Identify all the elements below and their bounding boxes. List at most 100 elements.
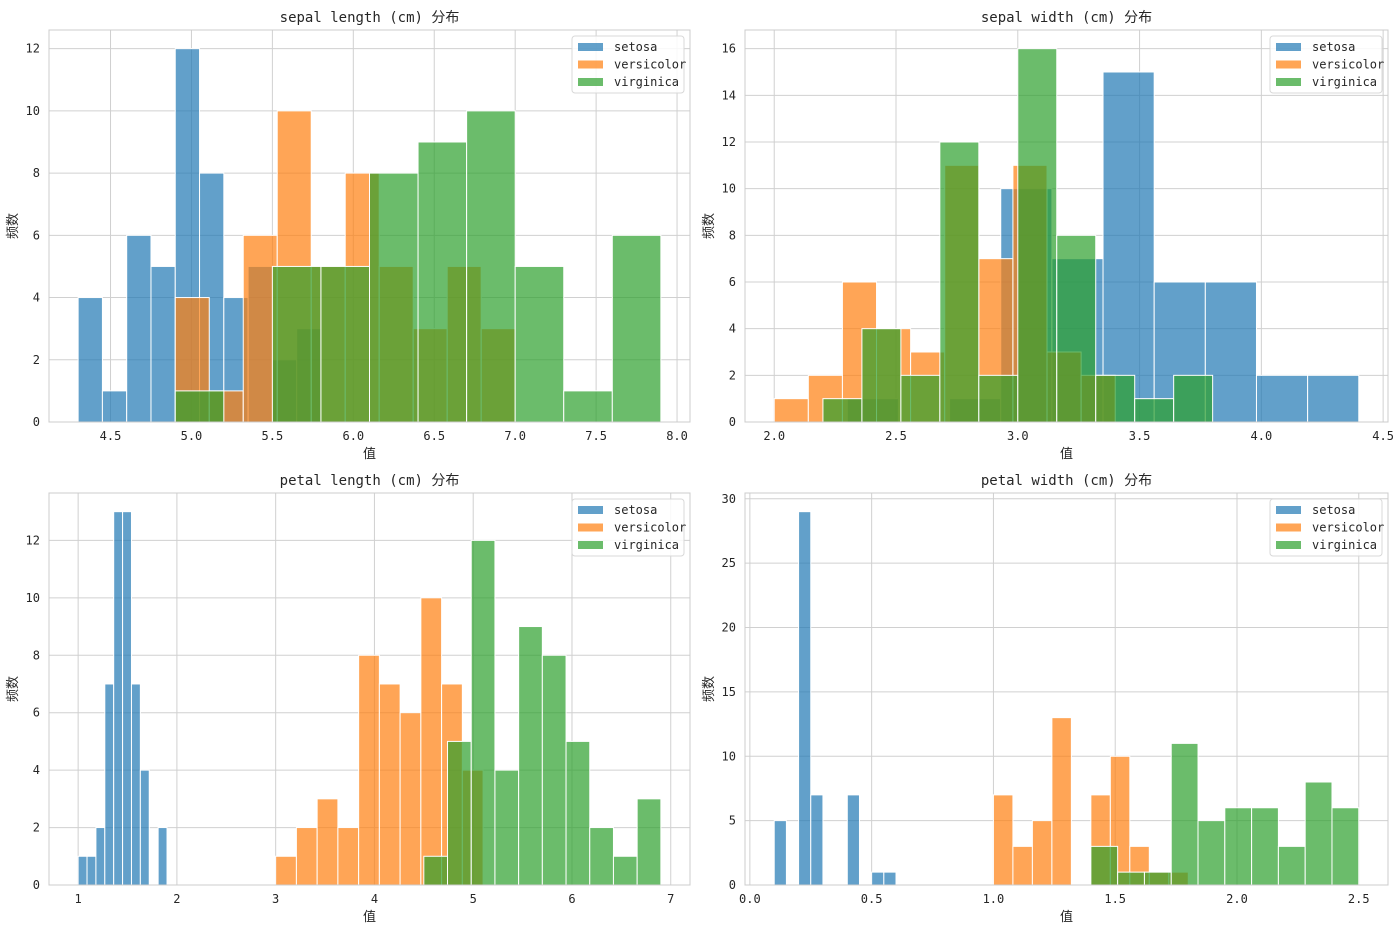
- bar-virginica: [494, 769, 520, 886]
- bar-versicolor: [773, 398, 809, 423]
- legend-swatch-setosa: [578, 43, 603, 51]
- bar-virginica: [1143, 871, 1172, 886]
- bar-virginica: [563, 390, 613, 423]
- y-tick-label: 8: [33, 648, 40, 662]
- legend-swatch-setosa: [578, 506, 603, 514]
- bar-versicolor: [295, 827, 318, 886]
- x-tick-label: 2.5: [1348, 892, 1370, 906]
- x-axis-label: 值: [363, 909, 376, 925]
- legend: setosa versicolor virginica: [571, 35, 686, 94]
- bar-virginica: [541, 654, 567, 886]
- legend-swatch-virginica: [578, 78, 603, 86]
- bar-virginica: [1331, 807, 1360, 886]
- bar-virginica: [611, 234, 662, 423]
- legend-label-versicolor: versicolor: [614, 521, 686, 535]
- legend-label-setosa: setosa: [1312, 503, 1355, 517]
- bar-setosa: [1255, 374, 1309, 423]
- bar-virginica: [1277, 845, 1306, 886]
- bar-virginica: [1197, 820, 1226, 886]
- bar-virginica: [978, 374, 1019, 423]
- y-tick-label: 14: [722, 88, 736, 102]
- axes-frame: [48, 492, 691, 886]
- bar-setosa: [101, 390, 128, 423]
- x-tick-label: 1: [75, 892, 82, 906]
- bar-virginica: [565, 740, 591, 886]
- y-tick-label: 6: [729, 275, 736, 289]
- x-tick-label: 5.0: [181, 429, 203, 443]
- bar-virginica: [636, 798, 662, 886]
- legend-label-versicolor: versicolor: [614, 58, 686, 72]
- bar-setosa: [95, 827, 106, 886]
- subplot-title: sepal width (cm) 分布: [981, 10, 1152, 26]
- y-tick-label: 10: [722, 182, 736, 196]
- bar-virginica: [900, 374, 941, 423]
- y-tick-label: 2: [33, 353, 40, 367]
- y-tick-label: 2: [729, 368, 736, 382]
- legend-label-virginica: virginica: [1312, 538, 1377, 552]
- x-tick-label: 3: [272, 892, 279, 906]
- bar-virginica: [822, 398, 863, 423]
- bar-virginica: [174, 390, 225, 423]
- legend-swatch-setosa: [1276, 506, 1301, 514]
- bar-setosa: [77, 297, 103, 423]
- x-tick-label: 0.0: [739, 892, 761, 906]
- x-axis-label: 值: [1060, 446, 1073, 462]
- y-tick-label: 15: [722, 685, 736, 699]
- axes-frame: [744, 492, 1389, 886]
- bar-virginica: [320, 265, 370, 423]
- bar-versicolor: [399, 712, 422, 886]
- bar-versicolor: [1051, 717, 1072, 886]
- bar-virginica: [1056, 234, 1097, 423]
- bar-setosa: [86, 855, 97, 886]
- legend-swatch-versicolor: [1276, 523, 1301, 532]
- bar-setosa: [122, 511, 132, 886]
- subplot-4: 0.0 0.5 1.0 1.5 2.0 2.5 0 5 10 15 20 25 30 petal widt…: [702, 473, 1389, 925]
- subplot-title: petal length (cm) 分布: [280, 473, 460, 489]
- x-tick-label: 2.0: [763, 429, 785, 443]
- y-tick-label: 10: [722, 749, 736, 763]
- bar-versicolor: [275, 855, 297, 886]
- x-tick-label: 1.5: [1104, 892, 1126, 906]
- y-tick-label: 10: [26, 591, 40, 605]
- legend: setosa versicolor virginica: [1269, 498, 1384, 557]
- legend-label-setosa: setosa: [614, 503, 657, 517]
- bar-setosa: [798, 511, 812, 886]
- y-axis-label: 频数: [6, 676, 21, 702]
- y-tick-label: 12: [26, 533, 40, 547]
- legend-label-versicolor: versicolor: [1312, 58, 1384, 72]
- legend-swatch-virginica: [1276, 78, 1301, 86]
- legend-swatch-setosa: [1276, 43, 1301, 51]
- bar-virginica: [466, 110, 516, 423]
- x-tick-label: 6.0: [342, 429, 364, 443]
- x-tick-label: 6.5: [423, 429, 445, 443]
- bar-setosa: [150, 265, 176, 423]
- bar-virginica: [861, 328, 902, 423]
- y-tick-label: 0: [33, 878, 40, 892]
- bar-setosa: [1204, 281, 1257, 423]
- bar-versicolor: [1031, 820, 1053, 886]
- bar-virginica: [612, 855, 638, 886]
- y-tick-label: 0: [33, 415, 40, 429]
- bar-virginica: [1095, 374, 1136, 423]
- bar-versicolor: [378, 683, 401, 886]
- y-tick-label: 5: [729, 814, 736, 828]
- bar-versicolor: [1012, 845, 1033, 886]
- bar-versicolor: [420, 597, 443, 886]
- y-axis-label: 频数: [702, 213, 717, 239]
- bar-setosa: [773, 820, 787, 886]
- bar-virginica: [518, 626, 543, 886]
- bar-virginica: [939, 141, 980, 423]
- y-tick-label: 20: [722, 621, 736, 635]
- bar-setosa: [104, 683, 115, 886]
- y-tick-label: 4: [729, 322, 736, 336]
- y-tick-label: 6: [33, 706, 40, 720]
- y-tick-label: 12: [26, 42, 40, 56]
- x-axis-label: 值: [1060, 909, 1073, 925]
- bar-virginica: [1304, 781, 1333, 886]
- bar-setosa: [883, 871, 897, 886]
- legend-swatch-virginica: [578, 541, 603, 549]
- legend: setosa versicolor virginica: [571, 498, 686, 557]
- legend-swatch-versicolor: [578, 60, 603, 69]
- bar-setosa: [1102, 71, 1155, 423]
- x-tick-label: 8.0: [666, 429, 688, 443]
